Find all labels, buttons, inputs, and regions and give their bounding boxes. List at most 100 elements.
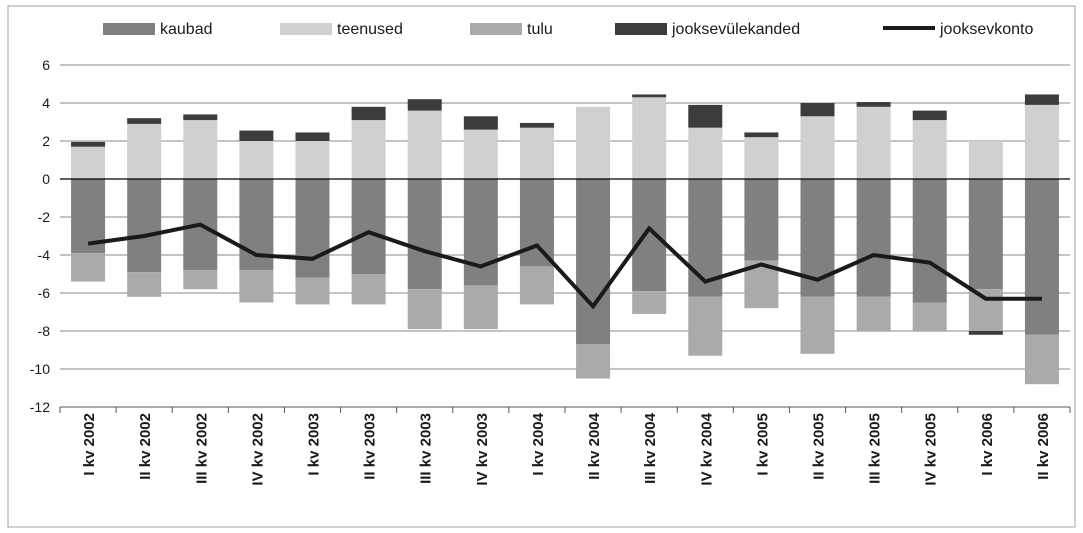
x-tick-label: IV kv 2004 (698, 412, 715, 485)
bar-kaubad (744, 179, 779, 261)
bar-jooksevülekanded (463, 116, 498, 130)
legend-label-teenused: teenused (337, 21, 403, 38)
bar-tulu (800, 296, 835, 354)
bar-tulu (407, 289, 442, 330)
x-tick-label: III kv 2004 (642, 412, 659, 484)
bar-tulu (912, 302, 947, 331)
bar-kaubad (463, 179, 498, 286)
legend-swatch-kaubad (103, 23, 155, 35)
bar-kaubad (912, 179, 947, 303)
bar-jooksevülekanded (519, 122, 554, 128)
bar-teenused (744, 137, 779, 179)
bar-jooksevülekanded (183, 114, 218, 121)
x-tick-label: IV kv 2005 (923, 413, 940, 486)
legend-label-kaubad: kaubad (160, 21, 213, 38)
bar-kaubad (1024, 179, 1059, 335)
bar-jooksevülekanded (71, 141, 106, 147)
legend-swatch-tulu (470, 23, 522, 35)
y-tick-label: 4 (42, 95, 50, 111)
bar-kaubad (856, 179, 891, 297)
x-tick-label: I kv 2005 (754, 413, 771, 476)
bar-jooksevülekanded (351, 106, 386, 121)
bar-jooksevülekanded (1024, 94, 1059, 105)
bar-jooksevülekanded (239, 130, 274, 141)
bar-tulu (463, 285, 498, 330)
bar-teenused (800, 116, 835, 179)
bar-kaubad (295, 179, 330, 278)
y-tick-label: -10 (30, 361, 50, 377)
line-jooksevkonto (87, 222, 1042, 310)
x-tick-label: IV kv 2003 (474, 413, 491, 486)
bar-teenused (688, 127, 723, 179)
x-tick-label: II kv 2004 (586, 412, 603, 479)
bar-kaubad (632, 179, 667, 292)
bar-tulu (856, 296, 891, 331)
x-tick-label: II kv 2003 (362, 413, 379, 480)
bar-tulu (71, 253, 106, 282)
legend-label-jooksevkonto: jooksevkonto (939, 21, 1033, 38)
bar-tulu (968, 289, 1003, 331)
bar-jooksevülekanded (127, 118, 162, 124)
y-tick-label: 2 (42, 133, 50, 149)
bar-teenused (239, 141, 274, 179)
x-tick-label: I kv 2006 (979, 413, 996, 476)
jooksevkonto-line-group (87, 222, 1042, 310)
legend: kaubad teenused tulu jooksevülekanded jookse… (103, 21, 1033, 38)
bar-teenused (1024, 104, 1059, 179)
bar-tulu (632, 291, 667, 314)
legend-swatch-jooksevülekanded (615, 23, 667, 35)
y-tick-label: 0 (42, 171, 50, 187)
x-tick-label: I kv 2002 (81, 413, 98, 476)
bar-teenused (351, 120, 386, 179)
bar-jooksevülekanded (632, 94, 667, 98)
y-axis: 6 4 2 0 -2 -4 -6 -8 -10 -12 (30, 57, 50, 415)
y-tick-label: -2 (38, 209, 51, 225)
bar-teenused (71, 146, 106, 179)
bar-kaubad (968, 179, 1003, 290)
bar-kaubad (127, 179, 162, 273)
bar-jooksevülekanded (968, 331, 1003, 335)
bar-teenused (295, 141, 330, 179)
bar-tulu (295, 277, 330, 305)
bars-group (71, 94, 1059, 385)
bar-jooksevülekanded (688, 104, 723, 128)
bar-tulu (1024, 334, 1059, 385)
bar-jooksevülekanded (744, 132, 779, 138)
legend-label-jooksevülekanded: jooksevülekanded (671, 21, 800, 38)
bar-kaubad (576, 179, 611, 345)
bar-teenused (127, 123, 162, 179)
x-tick-label: III kv 2003 (418, 413, 435, 484)
x-tick-label: III kv 2002 (193, 413, 210, 484)
x-tick-label: II kv 2005 (811, 413, 828, 480)
bar-teenused (632, 97, 667, 179)
bar-teenused (407, 110, 442, 179)
bar-tulu (239, 270, 274, 303)
x-tick-label: I kv 2003 (306, 413, 323, 476)
bar-kaubad (519, 179, 554, 267)
bar-jooksevülekanded (295, 132, 330, 141)
x-tick-label: II kv 2002 (137, 413, 154, 480)
x-tick-label: II kv 2006 (1035, 413, 1052, 480)
y-tick-label: -8 (38, 323, 51, 339)
bar-teenused (856, 106, 891, 179)
bar-teenused (912, 120, 947, 179)
bar-tulu (519, 266, 554, 305)
bar-tulu (183, 270, 218, 290)
x-axis: I kv 2002 II kv 2002 III kv 2002 IV kv 2002… (59, 406, 1071, 486)
bar-tulu (127, 272, 162, 297)
bar-tulu (688, 296, 723, 356)
y-tick-label: 6 (42, 57, 50, 73)
x-tick-label: I kv 2004 (530, 412, 547, 475)
bar-tulu (576, 344, 611, 379)
bar-teenused (183, 120, 218, 179)
bar-kaubad (407, 179, 442, 290)
bar-jooksevülekanded (856, 102, 891, 107)
legend-label-tulu: tulu (527, 21, 553, 38)
y-tick-label: -4 (38, 247, 51, 263)
legend-swatch-teenused (280, 23, 332, 35)
x-tick-label: IV kv 2002 (249, 413, 266, 486)
bar-teenused (968, 141, 1003, 179)
bar-kaubad (351, 179, 386, 274)
